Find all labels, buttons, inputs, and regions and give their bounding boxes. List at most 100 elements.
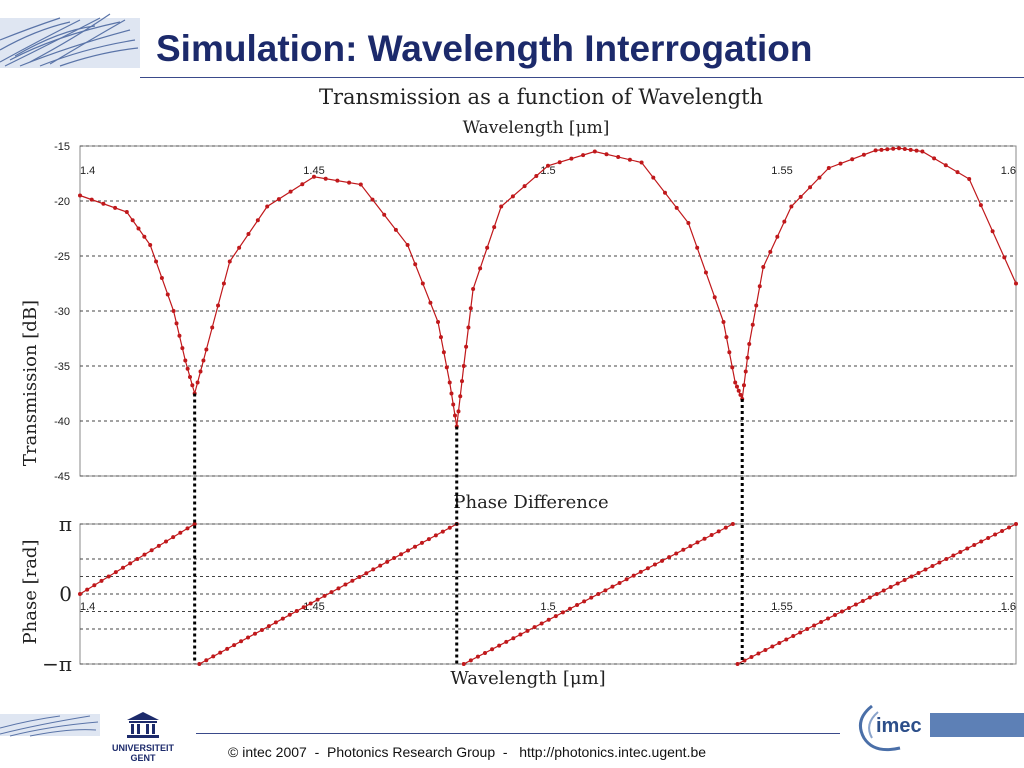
ugent-logo-text: UNIVERSITEIT GENT bbox=[111, 743, 174, 763]
transmission-point bbox=[265, 204, 270, 209]
phase-point bbox=[874, 592, 879, 596]
transmission-point bbox=[466, 325, 471, 330]
transmission-point bbox=[300, 182, 305, 187]
transmission-point bbox=[712, 295, 717, 300]
phase-point bbox=[674, 551, 679, 556]
phase-point bbox=[280, 616, 285, 621]
top-y-tick-label: -30 bbox=[54, 306, 70, 318]
transmission-point bbox=[210, 325, 215, 330]
phase-point bbox=[357, 574, 362, 579]
bottom-x-tick-label: 1.45 bbox=[303, 601, 324, 613]
phase-point bbox=[853, 602, 858, 607]
transmission-point bbox=[312, 174, 316, 179]
phase-point bbox=[723, 525, 728, 530]
phase-point bbox=[638, 569, 643, 574]
transmission-point bbox=[838, 161, 843, 166]
top-x-tick-label: 1.45 bbox=[303, 165, 324, 177]
phase-point bbox=[805, 627, 810, 631]
transmission-point bbox=[174, 321, 179, 326]
transmission-point bbox=[627, 157, 632, 162]
bottom-chart-xlabel: Wavelength [μm] bbox=[450, 668, 605, 689]
transmission-point bbox=[198, 369, 203, 374]
transmission-point bbox=[405, 243, 410, 247]
transmission-point bbox=[335, 178, 340, 183]
dip-marker-lines bbox=[193, 393, 744, 664]
transmission-point bbox=[180, 346, 185, 351]
phase-point bbox=[171, 535, 176, 540]
transmission-point bbox=[165, 292, 170, 297]
transmission-point bbox=[721, 320, 726, 324]
transmission-point bbox=[604, 152, 609, 157]
phase-point bbox=[589, 595, 594, 600]
phase-point bbox=[944, 557, 949, 561]
phase-point bbox=[867, 595, 872, 600]
phase-point bbox=[979, 539, 984, 544]
phase-point bbox=[511, 636, 516, 641]
transmission-point bbox=[808, 185, 813, 190]
transmission-point bbox=[727, 350, 732, 355]
phase-point bbox=[287, 612, 292, 617]
phase-point bbox=[518, 632, 523, 637]
transmission-point bbox=[471, 287, 476, 291]
phase-point bbox=[239, 639, 244, 644]
phase-point bbox=[916, 571, 921, 575]
phase-point bbox=[902, 578, 907, 582]
transmission-point bbox=[522, 184, 527, 189]
phase-point bbox=[461, 662, 466, 666]
phase-point bbox=[246, 635, 251, 640]
phase-point bbox=[504, 639, 509, 644]
transmission-point bbox=[741, 383, 746, 388]
transmission-point bbox=[195, 380, 200, 385]
phase-point bbox=[819, 620, 824, 624]
phase-point bbox=[652, 562, 657, 567]
phase-point bbox=[567, 606, 572, 611]
phase-point bbox=[350, 578, 355, 583]
transmission-point bbox=[546, 163, 550, 168]
transmission-point bbox=[1014, 281, 1018, 286]
phase-point bbox=[660, 558, 665, 563]
phase-point bbox=[839, 609, 844, 614]
phase-point bbox=[702, 536, 707, 541]
phase-point bbox=[895, 581, 900, 586]
transmission-point bbox=[460, 379, 465, 384]
transmission-point bbox=[428, 300, 433, 305]
phase-chart: π 0 −π 1.4 1.45 1.5 1.55 1.6 bbox=[42, 512, 1018, 676]
chart-figure: Transmission as a function of Wavelength… bbox=[20, 85, 1018, 689]
transmission-point bbox=[955, 170, 960, 175]
transmission-point bbox=[288, 189, 293, 194]
imec-color-bar bbox=[930, 713, 1024, 737]
phase-point bbox=[667, 555, 672, 560]
phase-point bbox=[378, 563, 383, 568]
transmission-point bbox=[775, 234, 780, 239]
phase-point bbox=[128, 561, 133, 566]
phase-point bbox=[433, 533, 438, 538]
university-building-icon bbox=[127, 712, 159, 738]
footer-divider bbox=[196, 733, 840, 734]
top-y-tick-label: -40 bbox=[54, 416, 70, 428]
imec-logo-text: imec bbox=[876, 715, 922, 737]
transmission-point bbox=[370, 197, 375, 202]
phase-point bbox=[225, 646, 230, 651]
phase-point bbox=[364, 571, 369, 576]
transmission-point bbox=[978, 203, 983, 208]
transmission-point bbox=[492, 225, 497, 230]
phase-point bbox=[617, 580, 622, 585]
transmission-point bbox=[221, 281, 226, 286]
phase-point bbox=[749, 655, 754, 659]
transmission-point bbox=[216, 303, 221, 308]
transmission-point bbox=[441, 350, 446, 355]
transmission-point bbox=[237, 245, 242, 250]
phase-point bbox=[881, 588, 886, 593]
phase-point bbox=[582, 599, 587, 604]
bottom-chart-ylabel: Phase [rad] bbox=[20, 540, 41, 645]
transmission-point bbox=[485, 245, 490, 250]
bottom-y-tick-label: −π bbox=[42, 652, 72, 676]
transmission-point bbox=[447, 380, 452, 385]
phase-point bbox=[1014, 522, 1018, 526]
imec-logo: imec bbox=[858, 704, 922, 752]
transmission-point bbox=[557, 160, 562, 165]
phase-point bbox=[99, 578, 104, 583]
phase-point bbox=[232, 643, 237, 648]
top-y-tick-label: -15 bbox=[54, 141, 70, 153]
transmission-point bbox=[736, 388, 741, 393]
